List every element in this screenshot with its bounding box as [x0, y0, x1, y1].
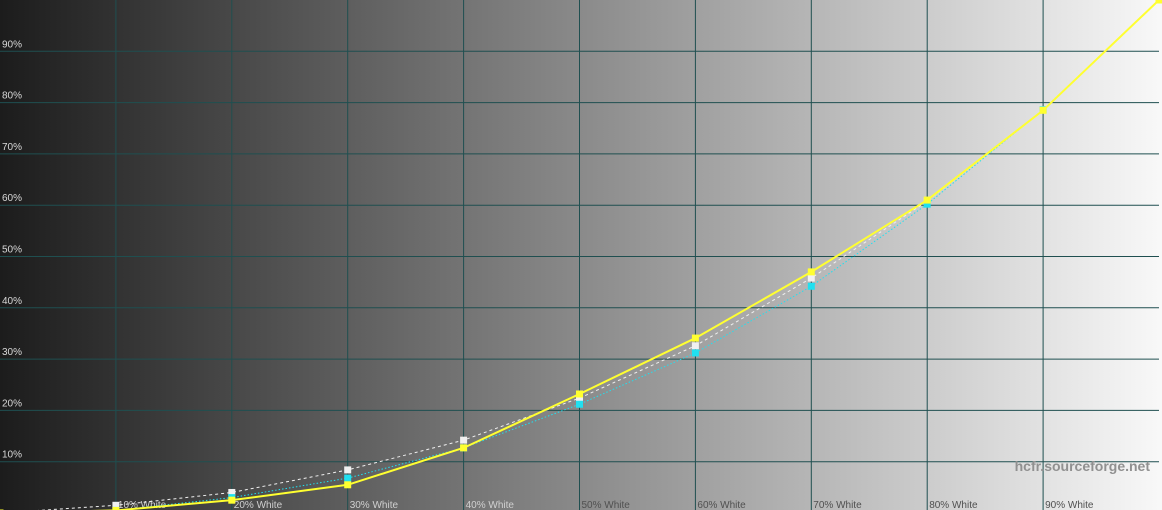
y-tick-label: 10%: [2, 450, 22, 461]
point-marker: [691, 349, 699, 357]
point-marker: [344, 466, 352, 474]
point-marker: [228, 488, 236, 496]
x-tick-label: 30% White: [350, 500, 399, 510]
point-marker: [691, 334, 699, 342]
x-tick-label: 70% White: [813, 500, 862, 510]
background-band: [695, 0, 813, 510]
point-marker: [807, 274, 815, 282]
x-tick-label: 60% White: [697, 500, 746, 510]
background-band: [1043, 0, 1160, 510]
x-tick-label: 50% White: [582, 500, 631, 510]
y-tick-label: 60%: [2, 193, 22, 204]
watermark: hcfr.sourceforge.net: [1015, 458, 1151, 474]
point-marker: [576, 400, 583, 408]
y-tick-label: 50%: [2, 245, 22, 256]
point-marker: [1039, 106, 1047, 114]
point-marker: [460, 436, 468, 444]
point-marker: [807, 282, 815, 290]
y-tick-label: 70%: [2, 142, 22, 153]
point-marker: [228, 496, 236, 504]
point-marker: [344, 481, 352, 489]
background-band: [927, 0, 1045, 510]
background-band: [0, 0, 117, 510]
y-tick-label: 40%: [2, 296, 22, 307]
point-marker: [807, 268, 815, 276]
y-tick-label: 20%: [2, 398, 22, 409]
background-band: [1159, 0, 1162, 510]
point-marker: [1155, 0, 1162, 4]
background-band: [115, 0, 233, 510]
point-marker: [576, 390, 583, 398]
point-marker: [344, 474, 352, 482]
point-marker: [112, 501, 120, 509]
point-marker: [460, 444, 468, 452]
point-marker: [923, 200, 931, 208]
x-tick-label: 20% White: [234, 500, 283, 510]
point-marker: [691, 342, 699, 350]
y-tick-label: 30%: [2, 347, 22, 358]
x-tick-label: 90% White: [1045, 500, 1094, 510]
y-tick-label: 90%: [2, 39, 22, 50]
background-band: [811, 0, 929, 510]
background-band: [347, 0, 465, 510]
point-marker: [112, 506, 120, 510]
point-marker: [576, 394, 583, 402]
background-band: [231, 0, 349, 510]
background-band: [463, 0, 581, 510]
y-tick-label: 80%: [2, 91, 22, 102]
x-tick-label: 10% White: [118, 500, 167, 510]
x-tick-label: 40% White: [466, 500, 515, 510]
background-band: [579, 0, 697, 510]
point-marker: [923, 196, 931, 204]
x-tick-label: 80% White: [929, 500, 978, 510]
